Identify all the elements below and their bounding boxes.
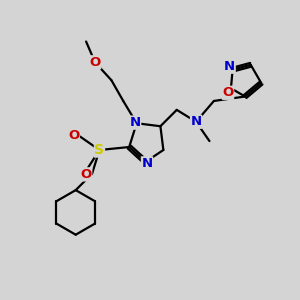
Text: N: N — [224, 60, 235, 73]
Text: S: S — [94, 143, 104, 157]
Text: O: O — [68, 129, 79, 142]
Text: N: N — [130, 116, 141, 129]
Text: O: O — [89, 56, 100, 69]
Text: N: N — [142, 157, 153, 170]
Text: O: O — [80, 168, 92, 181]
Text: O: O — [222, 86, 234, 99]
Text: N: N — [190, 115, 202, 128]
